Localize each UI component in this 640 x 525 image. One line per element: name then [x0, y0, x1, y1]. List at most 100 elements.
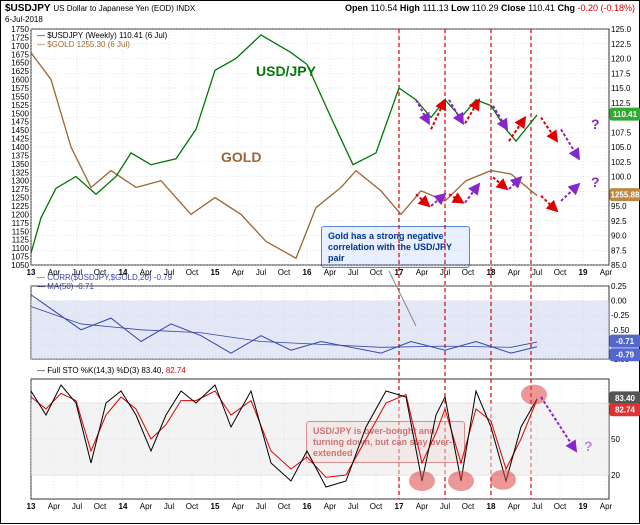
svg-text:Jul: Jul	[164, 502, 174, 511]
svg-text:Apr: Apr	[600, 502, 613, 511]
svg-text:Apr: Apr	[508, 502, 521, 511]
svg-text:50: 50	[611, 435, 620, 444]
svg-text:Jul: Jul	[72, 502, 82, 511]
svg-text:102.5: 102.5	[611, 158, 632, 167]
svg-text:1600: 1600	[11, 76, 29, 85]
svg-text:85.0: 85.0	[611, 261, 627, 270]
svg-text:92.5: 92.5	[611, 217, 627, 226]
svg-text:1450: 1450	[11, 126, 29, 135]
svg-text:1725: 1725	[11, 33, 29, 42]
svg-text:1300: 1300	[11, 177, 29, 186]
svg-text:1350: 1350	[11, 160, 29, 169]
svg-text:17: 17	[395, 502, 404, 511]
svg-text:1525: 1525	[11, 101, 29, 110]
svg-text:Apr: Apr	[508, 268, 521, 277]
svg-text:1400: 1400	[11, 143, 29, 152]
chart-svg: 1313AprAprJulJulOctOct1414AprAprJulJulOc…	[1, 1, 640, 525]
svg-text:1225: 1225	[11, 202, 29, 211]
svg-text:1675: 1675	[11, 50, 29, 59]
svg-text:Apr: Apr	[48, 268, 61, 277]
svg-text:1275: 1275	[11, 185, 29, 194]
svg-text:122.5: 122.5	[611, 40, 632, 49]
svg-text:1425: 1425	[11, 135, 29, 144]
svg-text:Oct: Oct	[278, 502, 291, 511]
svg-text:1500: 1500	[11, 109, 29, 118]
svg-text:Apr: Apr	[140, 268, 153, 277]
svg-text:19: 19	[579, 502, 588, 511]
svg-text:Apr: Apr	[416, 268, 429, 277]
svg-text:1325: 1325	[11, 168, 29, 177]
svg-text:14: 14	[119, 268, 128, 277]
svg-text:13: 13	[27, 502, 36, 511]
svg-text:1575: 1575	[11, 84, 29, 93]
svg-text:Apr: Apr	[324, 268, 337, 277]
svg-text:Jul: Jul	[256, 268, 266, 277]
svg-text:Apr: Apr	[416, 502, 429, 511]
svg-text:1550: 1550	[11, 92, 29, 101]
svg-text:Oct: Oct	[462, 502, 475, 511]
svg-text:125.0: 125.0	[611, 25, 632, 34]
svg-text:107.5: 107.5	[611, 128, 632, 137]
svg-text:Oct: Oct	[554, 268, 567, 277]
svg-text:Oct: Oct	[94, 268, 107, 277]
svg-text:Jul: Jul	[164, 268, 174, 277]
svg-text:120.0: 120.0	[611, 55, 632, 64]
svg-text:Jul: Jul	[532, 502, 542, 511]
svg-text:Jul: Jul	[72, 268, 82, 277]
svg-text:Oct: Oct	[370, 268, 383, 277]
svg-text:1125: 1125	[12, 236, 30, 245]
svg-text:19: 19	[579, 268, 588, 277]
svg-text:Jul: Jul	[256, 502, 266, 511]
svg-text:1150: 1150	[12, 227, 30, 236]
svg-text:83.40: 83.40	[615, 394, 636, 403]
svg-text:Jul: Jul	[440, 502, 450, 511]
svg-text:1200: 1200	[11, 210, 29, 219]
svg-text:Jul: Jul	[348, 268, 358, 277]
svg-text:95.0: 95.0	[611, 202, 627, 211]
svg-text:112.5: 112.5	[611, 99, 631, 108]
svg-text:1475: 1475	[11, 118, 29, 127]
svg-text:16: 16	[303, 268, 312, 277]
svg-text:Jul: Jul	[348, 502, 358, 511]
svg-text:0.25: 0.25	[611, 282, 627, 291]
svg-text:1375: 1375	[11, 151, 29, 160]
svg-text:100.0: 100.0	[611, 173, 632, 182]
svg-text:16: 16	[303, 502, 312, 511]
svg-text:Oct: Oct	[94, 502, 107, 511]
svg-text:1650: 1650	[11, 59, 29, 68]
svg-text:-0.71: -0.71	[616, 337, 635, 346]
svg-text:117.5: 117.5	[611, 69, 631, 78]
svg-text:Oct: Oct	[554, 502, 567, 511]
svg-text:90.0: 90.0	[611, 232, 627, 241]
svg-text:20: 20	[611, 471, 620, 480]
svg-text:Oct: Oct	[186, 268, 199, 277]
svg-text:Apr: Apr	[324, 502, 337, 511]
svg-text:Oct: Oct	[462, 268, 475, 277]
svg-text:Apr: Apr	[232, 502, 245, 511]
svg-text:110.41: 110.41	[613, 110, 638, 119]
svg-text:Oct: Oct	[370, 502, 383, 511]
svg-text:1075: 1075	[11, 253, 29, 262]
svg-text:15: 15	[211, 268, 220, 277]
svg-text:82.74: 82.74	[615, 406, 636, 415]
svg-text:Jul: Jul	[532, 268, 542, 277]
svg-text:14: 14	[119, 502, 128, 511]
svg-text:Apr: Apr	[140, 502, 153, 511]
svg-text:115.0: 115.0	[611, 84, 631, 93]
svg-text:105.0: 105.0	[611, 143, 632, 152]
svg-text:-0.50: -0.50	[611, 326, 630, 335]
svg-text:87.5: 87.5	[611, 246, 627, 255]
svg-text:18: 18	[487, 502, 496, 511]
svg-text:1255.88: 1255.88	[611, 191, 640, 200]
svg-text:-0.25: -0.25	[611, 311, 630, 320]
svg-text:1700: 1700	[11, 42, 29, 51]
svg-text:Oct: Oct	[278, 268, 291, 277]
svg-text:Apr: Apr	[232, 268, 245, 277]
stock-chart-container: $USDJPY US Dollar to Japanese Yen (EOD) …	[0, 0, 640, 524]
svg-text:Apr: Apr	[48, 502, 61, 511]
svg-text:1750: 1750	[11, 25, 29, 34]
svg-text:1175: 1175	[12, 219, 30, 228]
svg-text:1100: 1100	[12, 244, 30, 253]
svg-text:15: 15	[211, 502, 220, 511]
svg-text:1625: 1625	[11, 67, 29, 76]
